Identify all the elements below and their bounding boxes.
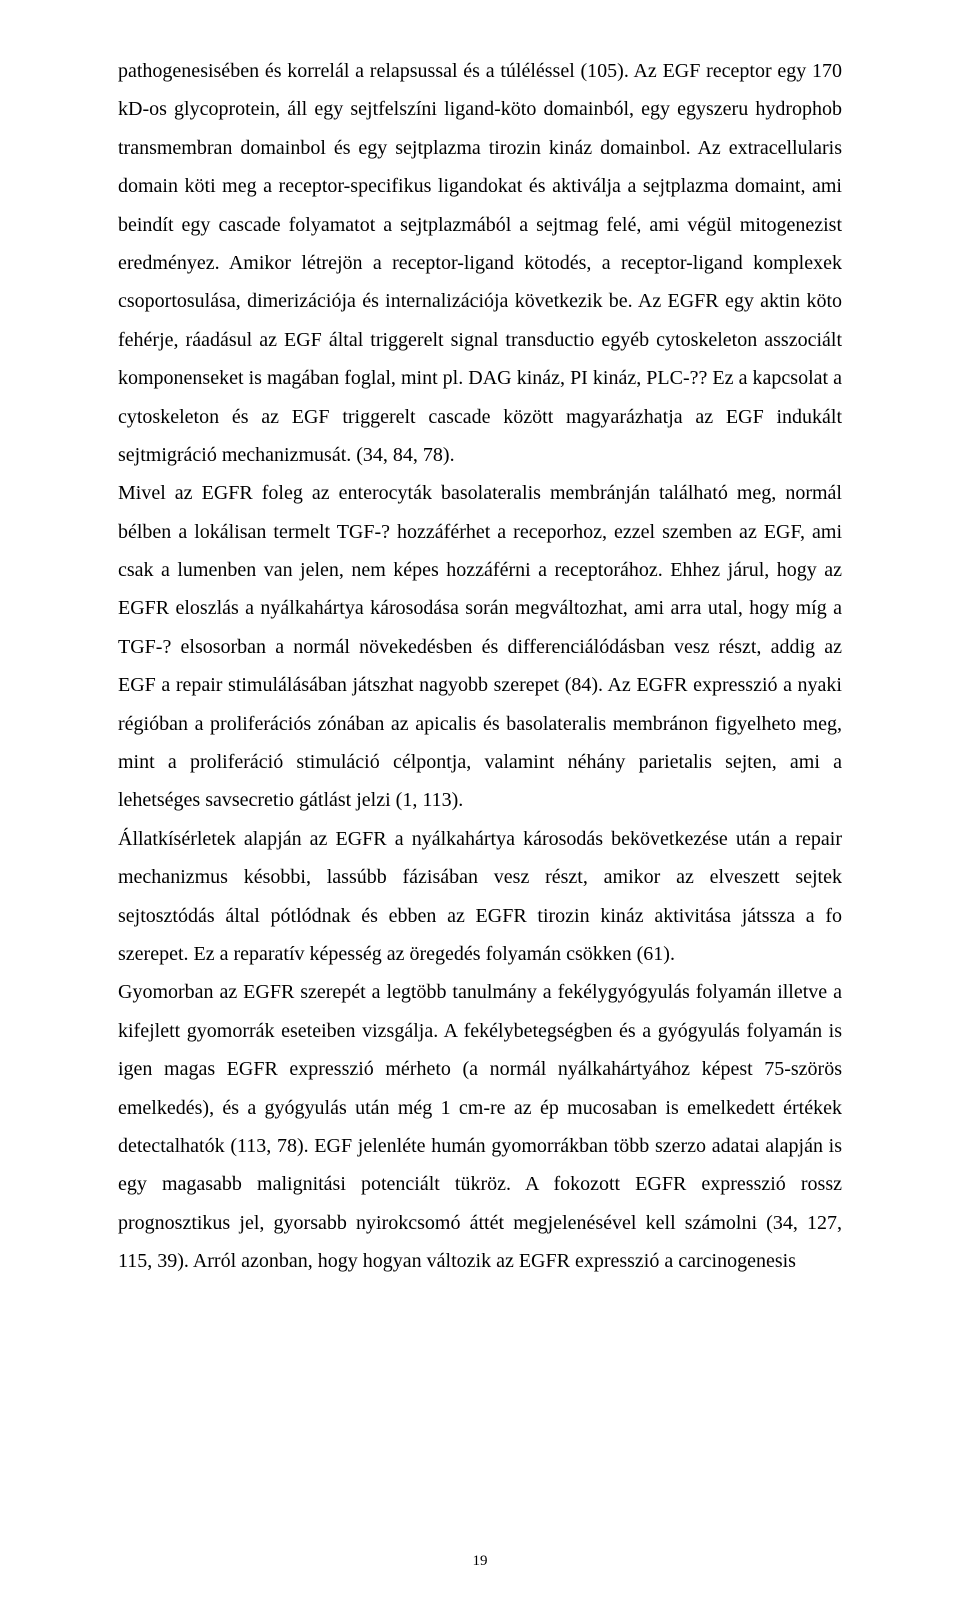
paragraph-2: Mivel az EGFR foleg az enterocyták basol… <box>118 474 842 820</box>
document-page: pathogenesisében és korrelál a relapsuss… <box>0 0 960 1604</box>
page-number: 19 <box>0 1553 960 1570</box>
paragraph-1: pathogenesisében és korrelál a relapsuss… <box>118 52 842 474</box>
paragraph-4: Gyomorban az EGFR szerepét a legtöbb tan… <box>118 973 842 1280</box>
paragraph-3: Állatkísérletek alapján az EGFR a nyálka… <box>118 820 842 974</box>
